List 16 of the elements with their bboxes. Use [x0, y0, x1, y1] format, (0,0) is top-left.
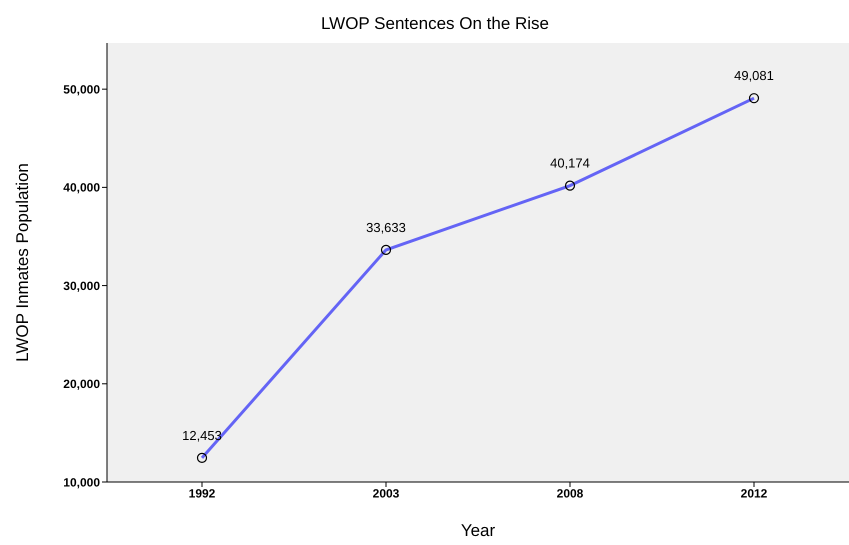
y-tick-label: 20,000 [63, 377, 100, 392]
chart-title: LWOP Sentences On the Rise [320, 14, 550, 34]
data-label: 33,633 [366, 220, 406, 235]
y-axis-title: LWOP Inmates Population [13, 163, 32, 362]
data-label: 49,081 [734, 68, 774, 84]
y-tick-label: 10,000 [63, 475, 100, 490]
x-axis-title: Year [460, 521, 496, 540]
y-tick-label: 50,000 [63, 82, 100, 96]
x-tick-label: 2003 [372, 486, 400, 501]
x-tick-label: 2008 [556, 486, 584, 501]
data-label: 12,453 [182, 428, 222, 443]
y-tick-label: 30,000 [63, 278, 100, 293]
y-tick-label: 40,000 [63, 180, 100, 195]
x-tick-label: 1992 [188, 486, 216, 501]
x-tick-label: 2012 [740, 486, 768, 501]
data-label: 40,174 [550, 156, 590, 171]
